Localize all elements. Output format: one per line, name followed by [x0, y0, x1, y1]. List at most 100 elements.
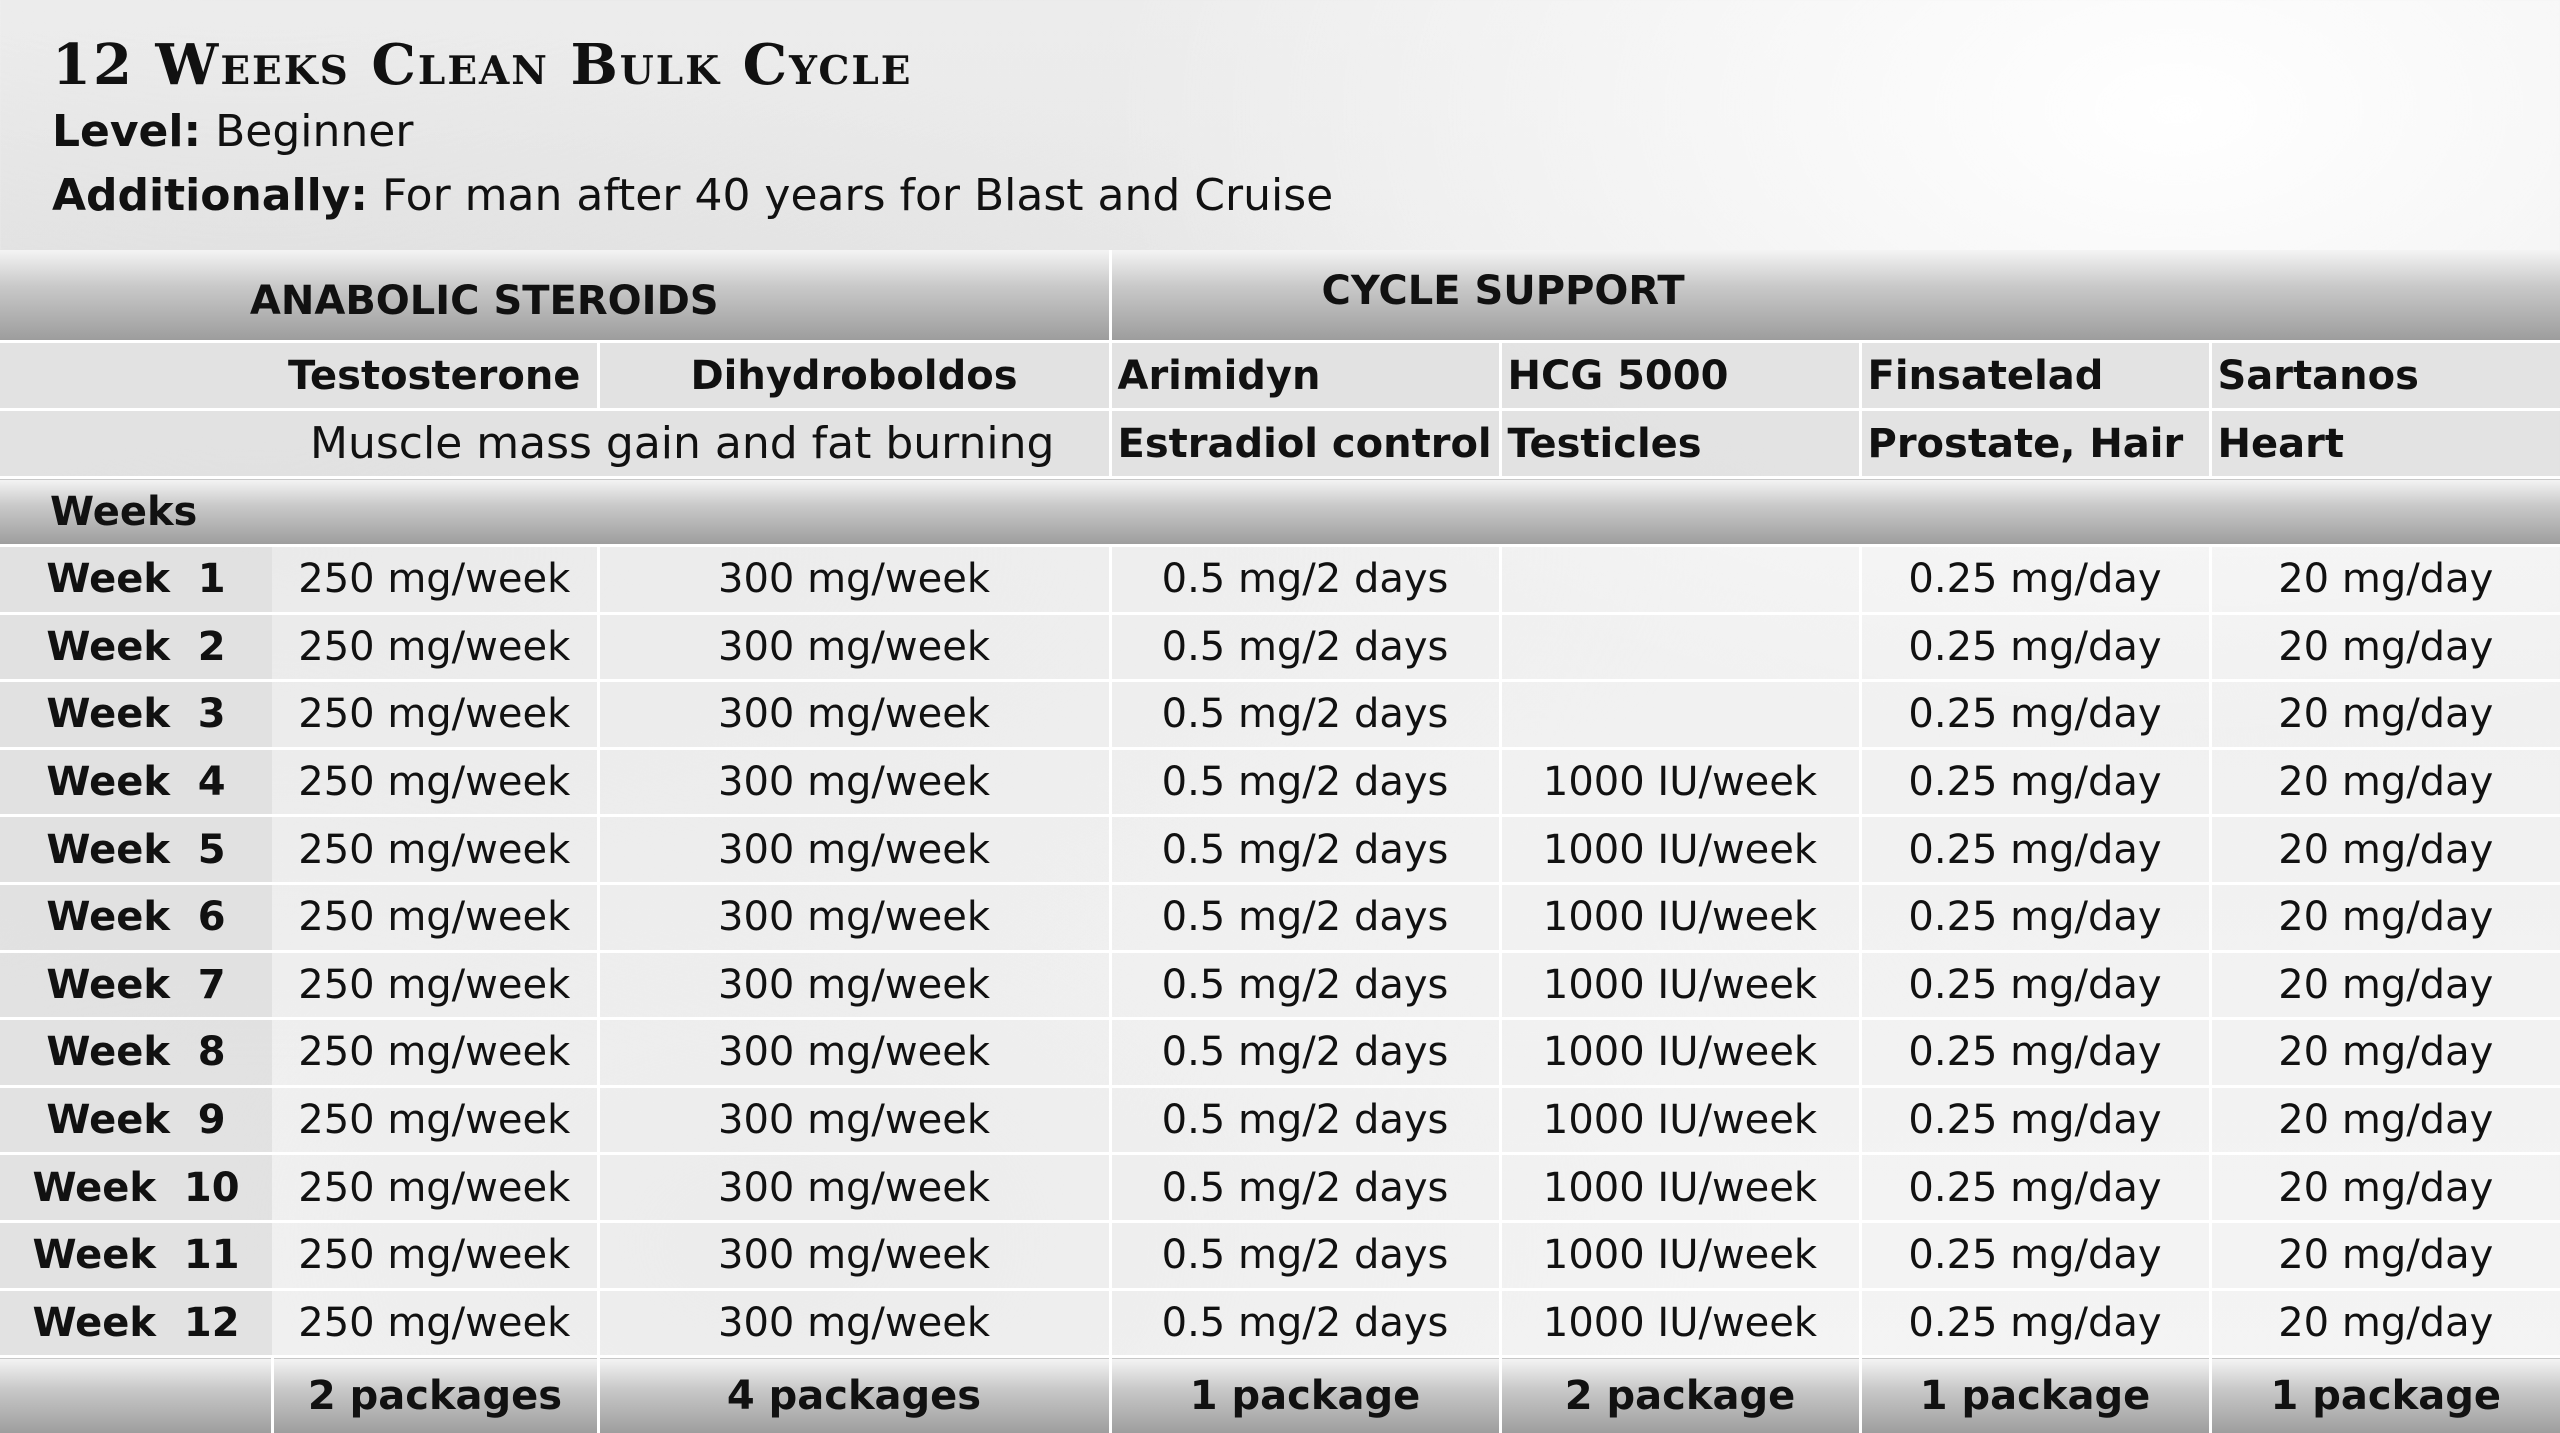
total-finsatelad: 1 package	[1858, 1355, 2210, 1433]
dose-hcg: 1000 IU/week	[1498, 1219, 1860, 1290]
table-row: Week 5 250 mg/week 300 mg/week 0.5 mg/2 day…	[0, 814, 2560, 884]
dose-finsatelad: 0.25 mg/day	[1858, 1152, 2210, 1222]
total-dihydroboldos: 4 packages	[596, 1355, 1110, 1433]
week-label-cell: Week 9	[0, 1084, 272, 1154]
purpose-finsatelad: Prostate, Hair	[1858, 408, 2210, 478]
page-title: 12 Weeks Clean Bulk Cycle	[52, 32, 913, 98]
table-row: Week 6 250 mg/week 300 mg/week 0.5 mg/2 day…	[0, 881, 2560, 952]
week-label-cell: Week 2	[0, 611, 272, 681]
week-label: Week 3	[46, 691, 226, 738]
dose-arimidyn: 0.5 mg/2 days	[1108, 1287, 1500, 1357]
purpose-arimidyn: Estradiol control	[1108, 408, 1500, 478]
week-label-cell: Week 11	[0, 1219, 272, 1290]
dose-sartanos: 20 mg/day	[2208, 746, 2560, 816]
dose-sartanos: 20 mg/day	[2208, 611, 2560, 681]
group-cycle-support: CYCLE SUPPORT	[1108, 250, 2560, 342]
dose-finsatelad: 0.25 mg/day	[1858, 949, 2210, 1019]
dose-sartanos: 20 mg/day	[2208, 1287, 2560, 1357]
total-testosterone: 2 packages	[270, 1355, 598, 1433]
table-row: Week 1 250 mg/week 300 mg/week 0.5 mg/2 day…	[0, 544, 2560, 614]
dose-hcg: 1000 IU/week	[1498, 881, 1860, 952]
week-label-cell: Week 4	[0, 746, 272, 816]
dose-hcg: 1000 IU/week	[1498, 746, 1860, 816]
level-label: Level:	[52, 106, 202, 157]
table-row: Week 9 250 mg/week 300 mg/week 0.5 mg/2 day…	[0, 1084, 2560, 1154]
dose-dihydroboldos: 300 mg/week	[596, 611, 1110, 681]
dose-testosterone: 250 mg/week	[272, 1017, 598, 1087]
anabolic-purpose: Muscle mass gain and fat burning	[272, 408, 1110, 478]
dose-testosterone: 250 mg/week	[272, 1152, 598, 1222]
dose-sartanos: 20 mg/day	[2208, 1219, 2560, 1290]
dose-finsatelad: 0.25 mg/day	[1858, 881, 2210, 952]
dose-dihydroboldos: 300 mg/week	[596, 949, 1110, 1019]
dose-hcg: 1000 IU/week	[1498, 814, 1860, 884]
week-label-cell: Week 5	[0, 814, 272, 884]
week-label: Week 1	[46, 556, 226, 603]
compound-name-dihydroboldos: Dihydroboldos	[596, 340, 1110, 410]
dose-arimidyn: 0.5 mg/2 days	[1108, 544, 1500, 614]
dose-dihydroboldos: 300 mg/week	[596, 544, 1110, 614]
dose-arimidyn: 0.5 mg/2 days	[1108, 1017, 1500, 1087]
dose-testosterone: 250 mg/week	[272, 611, 598, 681]
dose-hcg: 1000 IU/week	[1498, 1084, 1860, 1154]
dose-sartanos: 20 mg/day	[2208, 814, 2560, 884]
group-support-label: CYCLE SUPPORT	[1321, 268, 1685, 314]
dose-sartanos: 20 mg/day	[2208, 1084, 2560, 1154]
dose-finsatelad: 0.25 mg/day	[1858, 611, 2210, 681]
dose-finsatelad: 0.25 mg/day	[1858, 1287, 2210, 1357]
dose-testosterone: 250 mg/week	[272, 949, 598, 1019]
dose-arimidyn: 0.5 mg/2 days	[1108, 949, 1500, 1019]
dose-finsatelad: 0.25 mg/day	[1858, 814, 2210, 884]
week-label-cell: Week 8	[0, 1017, 272, 1087]
table-row: Week 12 250 mg/week 300 mg/week 0.5 mg/2 da…	[0, 1287, 2560, 1357]
dose-finsatelad: 0.25 mg/day	[1858, 1219, 2210, 1290]
dose-hcg	[1498, 679, 1860, 749]
week-label: Week 8	[46, 1029, 226, 1076]
dose-testosterone: 250 mg/week	[272, 1219, 598, 1290]
dose-arimidyn: 0.5 mg/2 days	[1108, 679, 1500, 749]
dose-hcg: 1000 IU/week	[1498, 949, 1860, 1019]
dose-sartanos: 20 mg/day	[2208, 949, 2560, 1019]
dose-sartanos: 20 mg/day	[2208, 1017, 2560, 1087]
table-row: Week 10 250 mg/week 300 mg/week 0.5 mg/2 da…	[0, 1152, 2560, 1222]
dose-dihydroboldos: 300 mg/week	[596, 1219, 1110, 1290]
group-anabolic-steroids: ANABOLIC STEROIDS	[0, 250, 1110, 342]
dose-arimidyn: 0.5 mg/2 days	[1108, 1152, 1500, 1222]
additionally-label: Additionally:	[52, 170, 368, 221]
total-hcg: 2 package	[1498, 1355, 1860, 1433]
dose-dihydroboldos: 300 mg/week	[596, 1017, 1110, 1087]
dose-testosterone: 250 mg/week	[272, 746, 598, 816]
week-label: Week 4	[46, 759, 226, 806]
additionally-value: For man after 40 years for Blast and Cru…	[381, 170, 1334, 221]
names-blank	[0, 340, 272, 410]
level-value: Beginner	[215, 106, 414, 157]
dose-finsatelad: 0.25 mg/day	[1858, 679, 2210, 749]
week-label: Week 5	[46, 826, 226, 873]
total-sartanos: 1 package	[2208, 1355, 2560, 1433]
dose-hcg: 1000 IU/week	[1498, 1287, 1860, 1357]
compound-name-hcg: HCG 5000	[1498, 340, 1860, 410]
week-label-cell: Week 10	[0, 1152, 272, 1222]
dose-testosterone: 250 mg/week	[272, 1287, 598, 1357]
dose-dihydroboldos: 300 mg/week	[596, 881, 1110, 952]
dose-sartanos: 20 mg/day	[2208, 679, 2560, 749]
dose-arimidyn: 0.5 mg/2 days	[1108, 746, 1500, 816]
week-label: Week 12	[32, 1299, 240, 1346]
compound-name-arimidyn: Arimidyn	[1108, 340, 1500, 410]
dose-arimidyn: 0.5 mg/2 days	[1108, 814, 1500, 884]
purpose-sartanos: Heart	[2208, 408, 2560, 478]
totals-blank	[0, 1355, 272, 1433]
dose-dihydroboldos: 300 mg/week	[596, 814, 1110, 884]
dose-testosterone: 250 mg/week	[272, 814, 598, 884]
dose-dihydroboldos: 300 mg/week	[596, 1287, 1110, 1357]
compound-name-sartanos: Sartanos	[2208, 340, 2560, 410]
table-row: Week 8 250 mg/week 300 mg/week 0.5 mg/2 day…	[0, 1017, 2560, 1087]
group-anabolic-label: ANABOLIC STEROIDS	[249, 278, 719, 324]
week-label: Week 9	[46, 1097, 226, 1144]
week-label-cell: Week 6	[0, 881, 272, 952]
additionally-line: Additionally: For man after 40 years for…	[52, 164, 1333, 228]
dose-arimidyn: 0.5 mg/2 days	[1108, 1219, 1500, 1290]
dose-testosterone: 250 mg/week	[272, 679, 598, 749]
week-label: Week 7	[46, 961, 226, 1008]
purpose-hcg: Testicles	[1498, 408, 1860, 478]
